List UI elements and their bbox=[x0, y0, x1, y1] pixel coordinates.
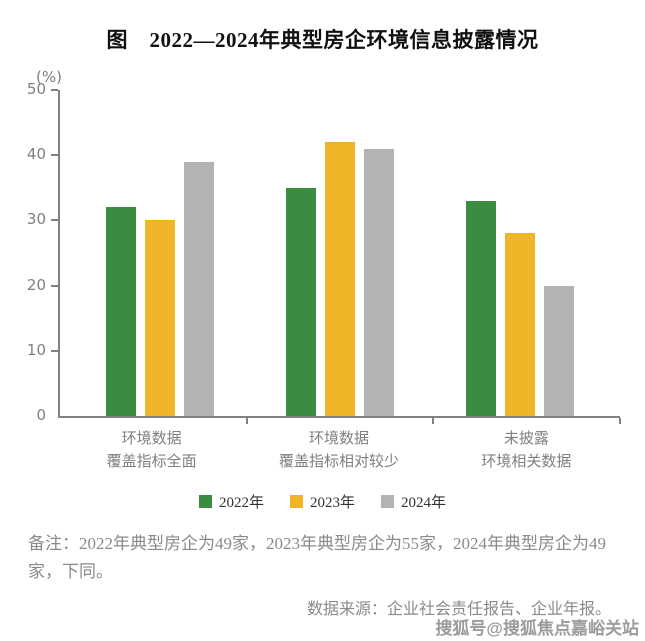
bar-group bbox=[106, 90, 214, 416]
y-tick-label: 30 bbox=[26, 210, 46, 229]
legend-label: 2022年 bbox=[218, 494, 264, 511]
legend-swatch bbox=[198, 494, 212, 508]
y-tick-mark bbox=[51, 219, 58, 222]
y-tick-mark bbox=[51, 349, 58, 352]
bar-2023年 bbox=[145, 220, 175, 416]
legend-swatch bbox=[381, 494, 394, 508]
bar-chart: 0 10 20 30 40 50 bbox=[27, 80, 621, 424]
x-tick-mark bbox=[432, 418, 435, 424]
category-label: 未披露 环境相关数据 bbox=[481, 431, 572, 471]
legend-item: 2022年 bbox=[198, 491, 264, 512]
watermark-text: 搜狐号@搜狐焦点嘉峪关站 bbox=[435, 619, 639, 638]
x-tick-mark bbox=[619, 418, 621, 424]
chart-legend: 2022年 2023年 2024年 bbox=[0, 491, 645, 512]
y-tick-mark bbox=[51, 154, 58, 157]
bar-2023年 bbox=[505, 233, 535, 416]
category-labels: 环境数据 覆盖指标全面 环境数据 覆盖指标相对较少 未披露 环境相关数据 bbox=[58, 428, 620, 475]
y-axis-unit-label: (%) bbox=[36, 68, 62, 86]
category-label: 环境数据 覆盖指标全面 bbox=[106, 431, 197, 471]
legend-label: 2024年 bbox=[401, 494, 447, 511]
bar-2022年 bbox=[466, 200, 496, 416]
legend-swatch bbox=[289, 494, 303, 508]
bar-group bbox=[286, 90, 394, 416]
y-tick-mark bbox=[51, 284, 58, 287]
y-tick-label: 40 bbox=[26, 145, 46, 164]
bar-group bbox=[466, 90, 574, 416]
category-label: 环境数据 覆盖指标相对较少 bbox=[278, 431, 399, 471]
y-tick-label: 50 bbox=[26, 80, 46, 99]
chart-title: 图 2022—2024年典型房企环境信息披露情况 bbox=[106, 28, 539, 52]
bar-2022年 bbox=[106, 207, 136, 416]
y-tick-mark bbox=[51, 89, 58, 91]
data-source-text: 数据来源：企业社会责任报告、企业年报。 bbox=[306, 601, 611, 619]
bar-2024年 bbox=[364, 148, 394, 416]
y-tick-label: 10 bbox=[26, 340, 46, 359]
bar-2024年 bbox=[544, 285, 574, 416]
legend-item: 2023年 bbox=[289, 491, 355, 512]
plot-area: 0 10 20 30 40 50 bbox=[27, 80, 621, 424]
y-tick-label: 0 bbox=[36, 406, 46, 425]
x-tick-mark bbox=[245, 418, 248, 424]
legend-item: 2024年 bbox=[381, 491, 446, 512]
note-text: 备注：2022年典型房企为49家，2023年典型房企为55家，2024年典型房企… bbox=[28, 533, 606, 582]
y-tick-label: 20 bbox=[26, 275, 46, 294]
bar-groups bbox=[60, 90, 620, 416]
bar-2024年 bbox=[184, 161, 214, 416]
bar-2022年 bbox=[286, 187, 316, 416]
bar-2023年 bbox=[325, 142, 355, 416]
legend-label: 2023年 bbox=[309, 494, 355, 511]
